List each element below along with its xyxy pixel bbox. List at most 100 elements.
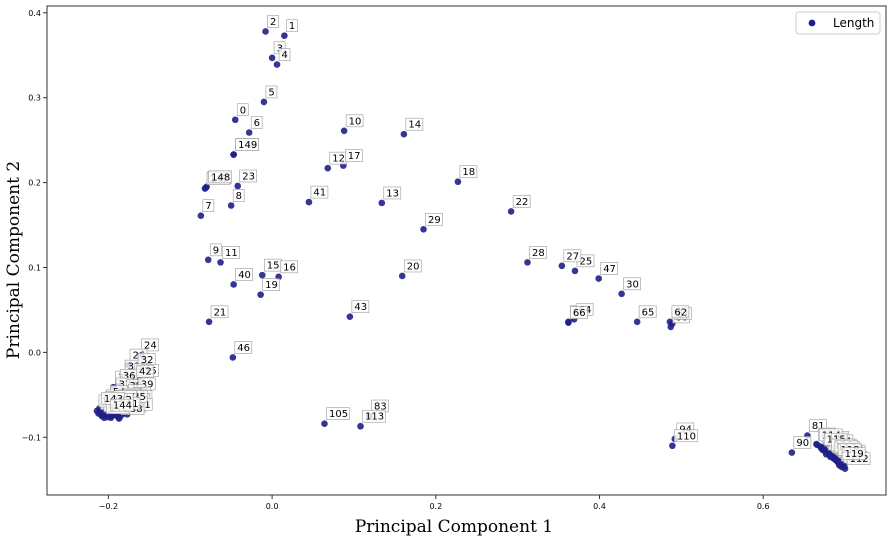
- data-point: [231, 116, 239, 124]
- point-label-text: 1: [289, 21, 295, 32]
- point-label: 15: [263, 258, 282, 272]
- point-label: 18: [459, 165, 478, 178]
- point-label-text: 32: [141, 355, 154, 366]
- point-label: 105: [326, 407, 350, 420]
- point-label-text: 18: [462, 167, 475, 178]
- legend-label: Length: [833, 16, 874, 30]
- point-label-text: 66: [573, 308, 586, 319]
- x-tick-label: 0.2: [429, 502, 442, 511]
- data-point: [378, 199, 386, 207]
- point-label: 40: [235, 268, 253, 281]
- point-label-text: 148: [211, 172, 230, 183]
- point-label-text: 90: [796, 438, 809, 449]
- point-label: 83: [371, 399, 389, 413]
- data-point: [818, 445, 826, 453]
- point-label: 22: [512, 195, 531, 208]
- data-point: [507, 208, 515, 215]
- point-label: 0: [236, 103, 249, 116]
- point-label: 10: [345, 114, 364, 127]
- point-label-text: 25: [579, 256, 592, 267]
- point-label-text: 5: [268, 87, 274, 98]
- point-label: 113: [362, 409, 386, 423]
- point-labels: 0123456789101112131415161718192021222324…: [98, 15, 871, 465]
- point-label-text: 105: [329, 409, 348, 420]
- data-point: [115, 415, 123, 422]
- y-tick-label: 0.2: [28, 179, 41, 188]
- data-point: [524, 259, 531, 266]
- point-label-text: 0: [240, 105, 246, 116]
- point-label: 41: [310, 185, 329, 199]
- point-label: 46: [234, 341, 253, 354]
- point-label: 66: [570, 306, 588, 319]
- point-label-text: 22: [516, 197, 529, 208]
- point-label-text: 46: [237, 343, 250, 354]
- point-label-text: 81: [812, 421, 825, 432]
- point-label-text: 13: [386, 188, 399, 199]
- point-label: 43: [351, 300, 370, 313]
- point-label-text: 27: [566, 251, 579, 262]
- data-point: [346, 313, 354, 321]
- point-label-text: 21: [214, 307, 227, 318]
- y-tick-label: 0.3: [28, 94, 41, 103]
- legend-marker: [808, 19, 816, 27]
- plot-area: [46, 5, 887, 496]
- point-label-text: 83: [374, 402, 387, 413]
- point-label: 7: [202, 199, 215, 212]
- point-label-text: 144: [113, 401, 132, 412]
- point-label-text: 110: [677, 431, 696, 442]
- point-label-text: 30: [626, 279, 639, 290]
- data-point: [400, 130, 408, 138]
- point-label-text: 2: [270, 17, 276, 28]
- point-label: 1: [286, 19, 298, 32]
- point-label-text: 28: [532, 248, 545, 259]
- point-label: 148: [208, 170, 232, 183]
- data-point: [669, 442, 676, 450]
- data-point: [571, 267, 579, 275]
- point-label-text: 16: [283, 262, 296, 273]
- data-point: [204, 256, 212, 264]
- data-point: [454, 178, 462, 186]
- data-point: [305, 198, 313, 206]
- data-point: [217, 259, 224, 266]
- data-point: [565, 319, 572, 326]
- x-axis-title: Principal Component 1: [355, 517, 553, 537]
- point-label: 13: [383, 186, 402, 199]
- point-label: 65: [638, 305, 657, 318]
- data-point: [205, 318, 213, 326]
- point-label-text: 47: [603, 264, 616, 275]
- point-label: 47: [600, 262, 618, 275]
- point-label-text: 7: [205, 201, 211, 212]
- point-label-text: 10: [349, 116, 362, 127]
- data-point: [633, 318, 641, 326]
- point-label-text: 43: [354, 302, 367, 313]
- data-point: [666, 318, 674, 326]
- data-point: [258, 271, 266, 279]
- data-point: [398, 272, 406, 280]
- point-label: 24: [141, 338, 159, 351]
- point-label: 30: [623, 277, 641, 290]
- data-point: [230, 281, 237, 288]
- point-label: 4: [278, 48, 291, 61]
- y-tick-label: 0.4: [28, 9, 41, 18]
- x-tick-label: −0.2: [99, 502, 118, 511]
- x-tick-label: 0.4: [593, 502, 606, 511]
- point-label: 62: [671, 305, 690, 318]
- point-label-text: 14: [408, 120, 421, 131]
- y-tick-label: 0.0: [28, 348, 41, 357]
- point-label: 28: [529, 246, 547, 259]
- point-label-text: 29: [428, 215, 441, 226]
- data-point: [841, 465, 849, 472]
- data-point: [558, 262, 566, 270]
- point-label: 5: [265, 85, 278, 98]
- x-tick-label: 0.0: [266, 502, 279, 511]
- point-label-text: 12: [332, 154, 345, 165]
- y-tick-label: 0.1: [28, 263, 41, 272]
- point-label-text: 17: [348, 151, 361, 162]
- point-label: 2: [267, 15, 279, 28]
- point-label-text: 62: [674, 307, 687, 318]
- data-point: [420, 225, 427, 233]
- data-point: [595, 275, 602, 282]
- data-point: [257, 291, 264, 298]
- point-label-text: 24: [144, 340, 157, 351]
